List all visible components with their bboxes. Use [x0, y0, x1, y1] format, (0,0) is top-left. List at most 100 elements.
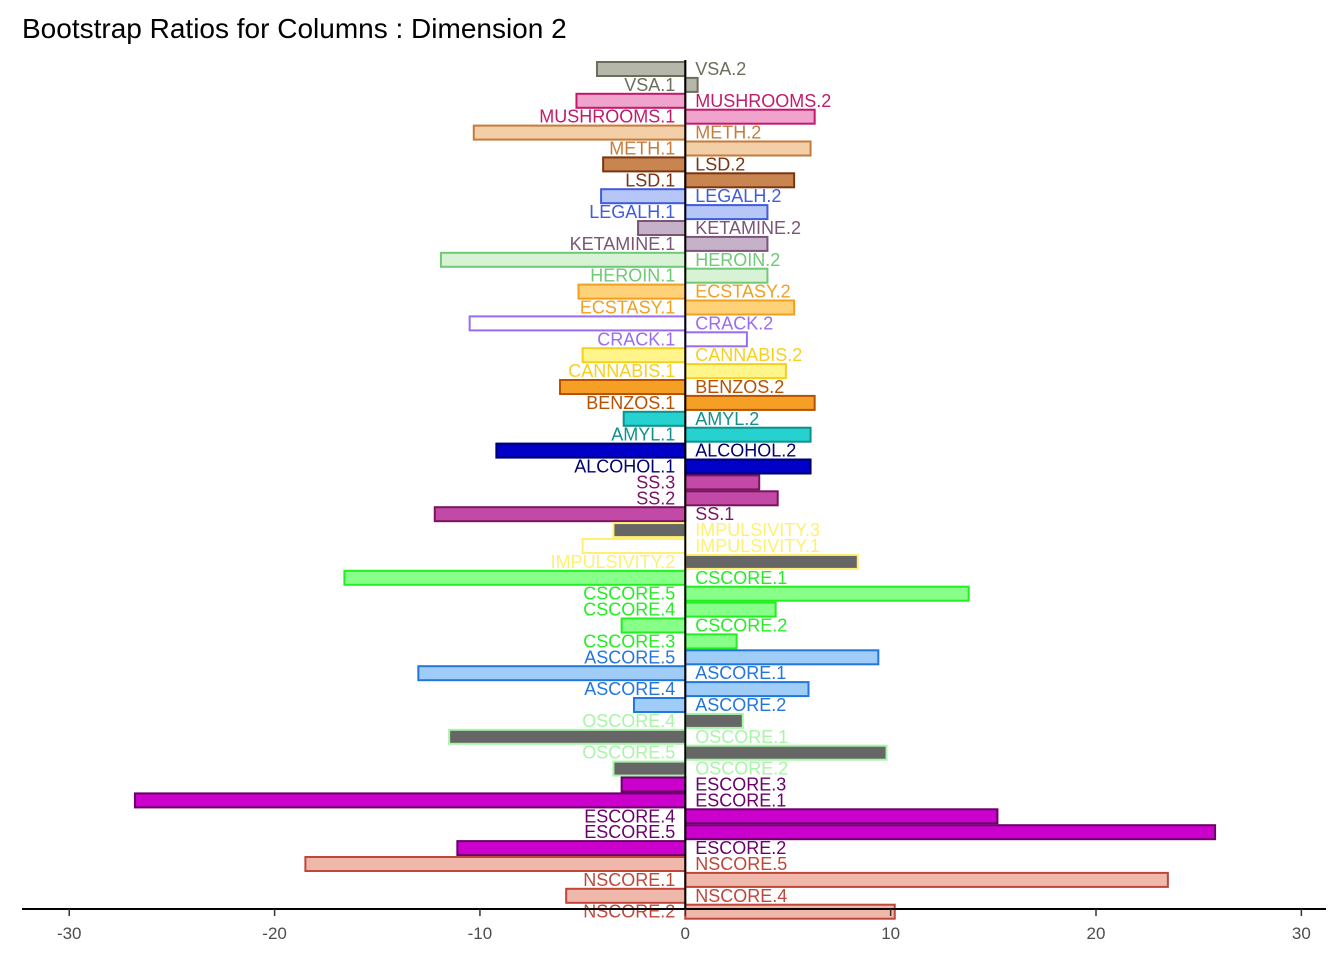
bar-cscore-2 [620, 617, 687, 634]
bar-oscore-2 [612, 760, 687, 777]
label-amyl-1: AMYL.1 [611, 425, 675, 445]
bar-meth-1 [684, 140, 812, 157]
label-escore-4: ESCORE.4 [584, 806, 675, 826]
bar-cannabis-1 [684, 363, 787, 380]
x-tick-label: -30 [57, 924, 82, 943]
bar-ascore-2 [632, 697, 687, 713]
label-escore-3: ESCORE.3 [695, 775, 786, 795]
bar-ketamine-1 [684, 235, 769, 252]
bar-escore-1 [133, 792, 687, 809]
x-tick-label: 10 [881, 924, 900, 943]
label-impulsivity-3: IMPULSIVITY.3 [695, 520, 820, 540]
bar-ss-3 [684, 474, 761, 491]
label-amyl-2: AMYL.2 [695, 409, 759, 429]
bar-lsd-1 [684, 172, 796, 189]
bar-impulsivity-2 [684, 553, 859, 570]
bar-escore-3 [620, 776, 687, 793]
bar-crack-1 [684, 331, 748, 348]
bar-mushrooms-2 [575, 92, 687, 109]
bar-cscore-1 [343, 569, 687, 586]
label-crack-2: CRACK.2 [695, 313, 773, 333]
bar-escore-5 [684, 824, 1217, 841]
label-impulsivity-1: IMPULSIVITY.1 [695, 536, 820, 556]
bar-heroin-1 [684, 267, 769, 284]
label-nscore-4: NSCORE.4 [695, 886, 787, 906]
bar-amyl-1 [684, 426, 812, 443]
label-escore-1: ESCORE.1 [695, 790, 786, 810]
bar-label-group: VSA.2 VSA.1 MUSHROOMS.2 MUSHROOMS.1 METH.2 ME… [539, 59, 831, 922]
label-escore-5: ESCORE.5 [584, 822, 675, 842]
label-ss-2: SS.2 [636, 488, 675, 508]
label-ketamine-1: KETAMINE.1 [570, 234, 676, 254]
bar-vsa-1 [684, 76, 699, 93]
bar-nscore-2 [684, 903, 896, 920]
bar-ss-2 [684, 490, 779, 507]
bar-impulsivity-1 [581, 538, 687, 554]
label-impulsivity-2: IMPULSIVITY.2 [551, 552, 676, 572]
label-ss-3: SS.3 [636, 472, 675, 492]
bar-oscore-4 [684, 712, 744, 729]
bar-ascore-4 [684, 681, 810, 698]
label-crack-1: CRACK.1 [597, 329, 675, 349]
label-oscore-1: OSCORE.1 [695, 727, 788, 747]
label-oscore-4: OSCORE.4 [582, 711, 675, 731]
label-mushrooms-2: MUSHROOMS.2 [695, 91, 831, 111]
bar-escore-2 [456, 840, 687, 857]
bar-ascore-1 [417, 665, 687, 682]
bar-oscore-1 [448, 728, 687, 745]
x-tick-label: 30 [1292, 924, 1311, 943]
bar-legalh-1 [684, 204, 769, 221]
x-tick-label: -10 [468, 924, 493, 943]
bar-oscore-5 [684, 744, 888, 761]
label-ss-1: SS.1 [695, 504, 734, 524]
label-mushrooms-1: MUSHROOMS.1 [539, 107, 675, 127]
label-ecstasy-1: ECSTASY.1 [580, 298, 675, 318]
label-escore-2: ESCORE.2 [695, 838, 786, 858]
bar-heroin-2 [439, 251, 687, 268]
label-legalh-2: LEGALH.2 [695, 186, 781, 206]
bar-ketamine-2 [637, 220, 687, 236]
bar-impulsivity-3 [612, 522, 687, 539]
bar-cscore-3 [684, 633, 738, 650]
label-cannabis-2: CANNABIS.2 [695, 345, 802, 365]
bar-amyl-2 [622, 410, 687, 427]
label-cannabis-1: CANNABIS.1 [568, 361, 675, 381]
label-ascore-5: ASCORE.5 [584, 647, 675, 667]
label-cscore-5: CSCORE.5 [583, 584, 675, 604]
bar-benzos-2 [559, 379, 687, 395]
x-tick-label: -20 [262, 924, 287, 943]
label-ketamine-2: KETAMINE.2 [695, 218, 801, 238]
bar-legalh-2 [600, 188, 687, 205]
bar-crack-2 [468, 315, 687, 332]
bar-mushrooms-1 [684, 108, 816, 125]
bar-cscore-5 [684, 585, 970, 602]
bar-nscore-5 [304, 856, 687, 872]
label-heroin-1: HEROIN.1 [590, 266, 675, 286]
label-oscore-2: OSCORE.2 [695, 759, 788, 779]
bar-benzos-1 [684, 394, 816, 411]
x-tick-label: 0 [681, 924, 690, 943]
label-nscore-2: NSCORE.2 [583, 902, 675, 922]
label-nscore-1: NSCORE.1 [583, 870, 675, 890]
label-cscore-4: CSCORE.4 [583, 600, 675, 620]
bar-ecstasy-2 [577, 283, 687, 300]
x-tick-label: 20 [1087, 924, 1106, 943]
label-lsd-2: LSD.2 [695, 154, 745, 174]
label-meth-1: METH.1 [609, 139, 675, 159]
label-lsd-1: LSD.1 [625, 170, 675, 190]
bar-escore-4 [684, 808, 999, 825]
x-axis-ticks: -30 -20 -10 0 10 20 30 [57, 909, 1311, 943]
label-benzos-2: BENZOS.2 [695, 377, 784, 397]
bar-cannabis-2 [581, 347, 687, 364]
label-vsa-1: VSA.1 [624, 75, 675, 95]
label-alcohol-1: ALCOHOL.1 [574, 457, 675, 477]
bar-vsa-2 [595, 61, 687, 77]
bar-alcohol-1 [684, 458, 812, 475]
bar-ascore-5 [684, 649, 880, 666]
label-benzos-1: BENZOS.1 [586, 393, 675, 413]
label-alcohol-2: ALCOHOL.2 [695, 441, 796, 461]
label-meth-2: METH.2 [695, 123, 761, 143]
bar-ecstasy-1 [684, 299, 796, 316]
chart-title: Bootstrap Ratios for Columns : Dimension… [22, 13, 567, 44]
